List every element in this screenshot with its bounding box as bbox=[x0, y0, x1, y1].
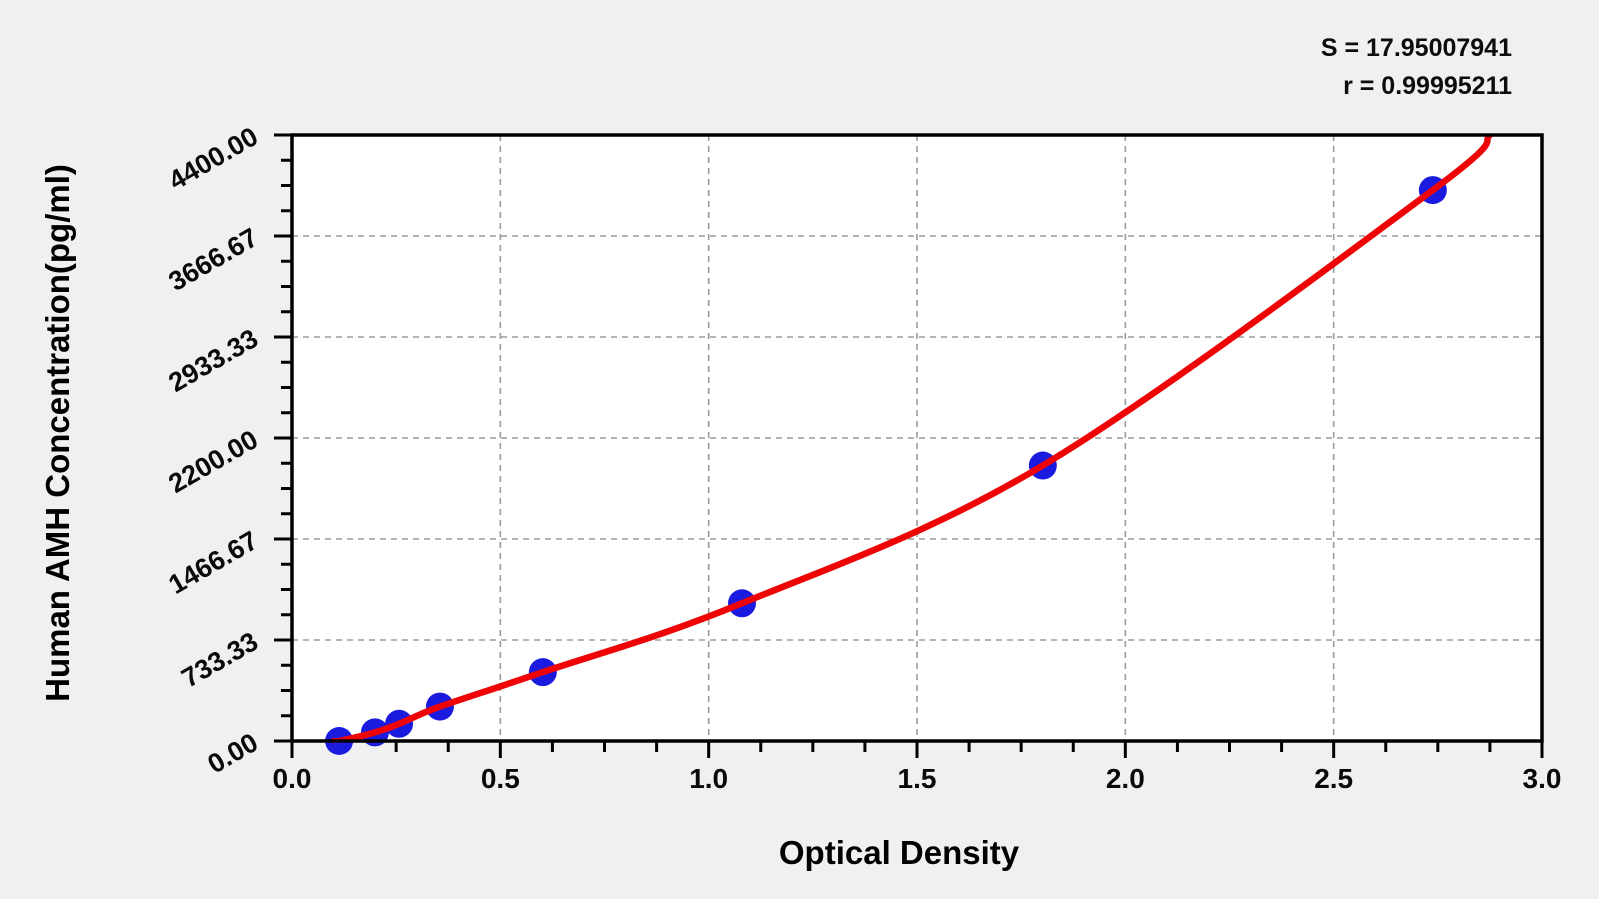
x-tick-label: 1.5 bbox=[898, 763, 937, 794]
fit-curve bbox=[330, 135, 1494, 741]
fit-stat-r: r = 0.99995211 bbox=[1343, 72, 1512, 100]
y-tick-label: 2200.00 bbox=[163, 424, 263, 499]
y-tick-label: 733.33 bbox=[176, 626, 263, 693]
x-tick-label: 3.0 bbox=[1523, 763, 1562, 794]
x-tick-label: 0.0 bbox=[273, 763, 312, 794]
axis-frame bbox=[290, 133, 1544, 743]
x-tick-label: 2.0 bbox=[1106, 763, 1145, 794]
x-tick-label: 1.0 bbox=[689, 763, 728, 794]
y-tick-label: 2933.33 bbox=[163, 323, 263, 398]
y-tick-label: 3666.67 bbox=[163, 222, 263, 297]
y-tick-label: 1466.67 bbox=[163, 525, 263, 600]
x-axis-title: Optical Density bbox=[778, 834, 1020, 871]
y-tick-label: 4400.00 bbox=[163, 121, 263, 196]
fit-stat-s: S = 17.95007941 bbox=[1320, 34, 1512, 62]
y-tick-label: 0.00 bbox=[202, 727, 263, 779]
x-tick-label: 2.5 bbox=[1314, 763, 1353, 794]
x-tick-label: 0.5 bbox=[481, 763, 520, 794]
